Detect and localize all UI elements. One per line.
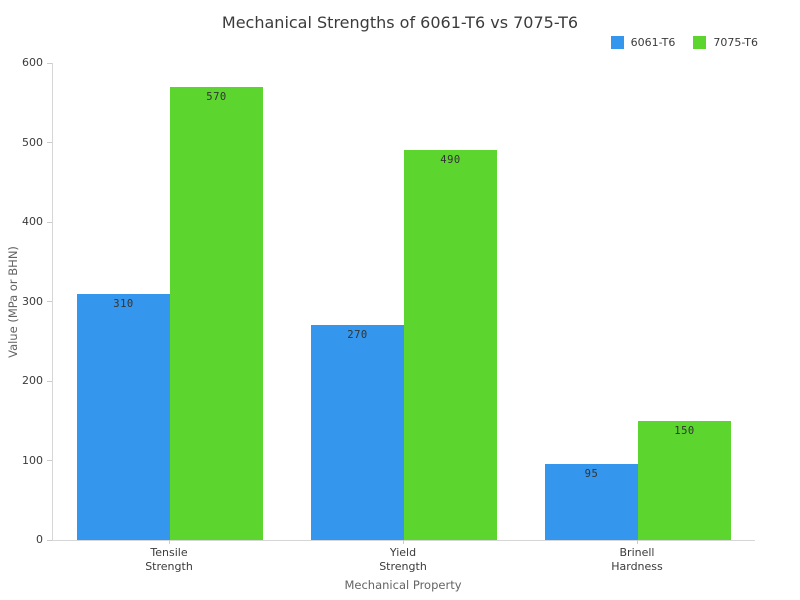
y-tick-mark [47, 301, 52, 302]
legend-label: 6061-T6 [630, 36, 676, 49]
x-axis-title: Mechanical Property [344, 578, 462, 592]
bar-7075-T6-tensile[interactable]: 570 [170, 87, 263, 540]
y-tick-mark [47, 221, 52, 223]
y-tick-label: 500 [22, 135, 43, 149]
y-tick-label: 100 [22, 453, 43, 467]
legend-label: 7075-T6 [713, 36, 758, 49]
legend-item-6061-T6[interactable]: 6061-T6 [610, 36, 676, 49]
y-tick-label: 300 [22, 294, 43, 308]
bar-value-label: 150 [674, 425, 695, 437]
x-tick-label: Yield Strength [379, 546, 427, 573]
bar-value-label: 310 [113, 298, 134, 310]
y-tick-mark [47, 460, 52, 461]
bar-7075-T6-yield[interactable]: 490 [404, 150, 497, 540]
bar-6061-T6-tensile[interactable]: 310 [77, 294, 170, 540]
legend-swatch-icon [610, 36, 624, 49]
legend-swatch-icon [693, 36, 707, 49]
y-tick-mark [47, 539, 52, 541]
x-tick-label: Brinell Hardness [611, 546, 663, 573]
x-tick-mark [403, 540, 404, 544]
plot-area: 310 570 270 490 95 150 [52, 63, 755, 541]
bar-6061-T6-yield[interactable]: 270 [311, 325, 404, 540]
bar-value-label: 490 [440, 154, 461, 166]
x-tick-mark [169, 540, 170, 544]
y-tick-label: 400 [22, 215, 43, 228]
y-tick-label: 200 [22, 374, 43, 387]
bar-6061-T6-brinell[interactable]: 95 [545, 464, 638, 540]
x-tick-mark [637, 540, 638, 544]
y-tick-mark [47, 62, 52, 64]
y-tick-mark [47, 142, 52, 143]
bar-value-label: 270 [347, 329, 368, 341]
chart-title: Mechanical Strengths of 6061-T6 vs 7075-… [221, 13, 579, 32]
legend: 6061-T6 7075-T6 [610, 36, 758, 49]
legend-item-7075-T6[interactable]: 7075-T6 [693, 36, 758, 49]
bar-7075-T6-brinell[interactable]: 150 [638, 421, 731, 540]
y-tick-mark [47, 380, 52, 382]
bar-value-label: 95 [584, 468, 599, 480]
bar-value-label: 570 [206, 91, 227, 103]
y-tick-label: 600 [22, 56, 43, 69]
y-tick-label: 0 [36, 533, 43, 546]
x-tick-label: Tensile Strength [145, 546, 193, 573]
